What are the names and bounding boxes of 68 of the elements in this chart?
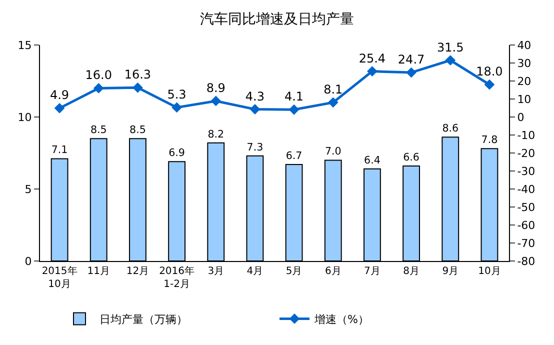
point [54, 102, 65, 114]
data-label: 6.6 [403, 151, 420, 164]
data-label: 16.0 [85, 68, 112, 82]
chart-title: 汽车同比增速及日均产量 [200, 12, 354, 28]
data-label: 8.1 [324, 82, 343, 96]
legend-label: 增速（%） [314, 312, 369, 326]
y-tick-label: 0 [24, 254, 32, 268]
point [406, 67, 416, 78]
data-label: 25.4 [358, 51, 386, 66]
x-tick-label: 10月 [478, 266, 501, 277]
data-label: 7.0 [324, 146, 342, 158]
data-label: 24.7 [398, 52, 425, 67]
y2-tick-label: -30 [517, 164, 536, 178]
point [445, 55, 456, 66]
x-tick-label: 2015年 10月 [42, 265, 78, 290]
x-tick-label: 11月 [87, 266, 110, 277]
x-tick-label: 3月 [208, 266, 224, 277]
data-label: 4.9 [50, 88, 70, 102]
data-label: 6.4 [364, 154, 380, 166]
point [210, 96, 222, 106]
x-tick-label: 4月 [246, 266, 264, 277]
y2-tick-label: 10 [517, 92, 532, 106]
y2-tick-label: 40 [517, 38, 532, 52]
y2-tick-label: -40 [517, 182, 536, 196]
x-tick-label: 12月 [126, 266, 150, 277]
y2-tick-label: 20 [517, 74, 532, 88]
data-label: 8.9 [206, 80, 226, 95]
legend-label: 日均产量（万辆） [100, 312, 188, 326]
point [132, 82, 143, 93]
point [288, 104, 300, 115]
point [367, 66, 378, 76]
y2-tick-label: -60 [517, 218, 536, 232]
point [328, 97, 338, 108]
data-label: 7.3 [246, 141, 264, 154]
x-tick-label: 7月 [364, 266, 380, 277]
data-label: 16.3 [124, 68, 152, 82]
data-label: 7.1 [51, 144, 68, 156]
data-label: 8.5 [130, 124, 146, 136]
y-tick-label: 15 [18, 38, 32, 52]
data-label: 7.8 [481, 134, 498, 146]
data-label: 8.2 [208, 128, 224, 140]
y-tick-label: 5 [24, 182, 32, 196]
data-label: 4.3 [245, 89, 265, 104]
x-tick-label: 6月 [324, 266, 342, 277]
point [484, 79, 495, 90]
y2-tick-label: -80 [517, 254, 536, 268]
data-label: 8.5 [90, 124, 107, 136]
data-label: 31.5 [437, 40, 464, 54]
data-label: 4.1 [284, 90, 304, 104]
data-label: 18.0 [476, 64, 503, 79]
y2-tick-label: 30 [517, 56, 532, 70]
data-label: 6.7 [286, 150, 302, 162]
data-label: 6.9 [168, 147, 185, 160]
data-label: 5.3 [167, 87, 186, 102]
y2-tick-label: -70 [517, 236, 536, 250]
x-tick-label: 2016年 1-2月 [159, 265, 195, 290]
x-tick-label: 5月 [286, 266, 302, 277]
x-tick-label: 9月 [442, 266, 459, 277]
point [93, 83, 104, 94]
y2-tick-label: 0 [517, 110, 524, 124]
point [172, 102, 182, 113]
y2-tick-label: -10 [517, 128, 536, 142]
y2-tick-label: -50 [517, 200, 536, 214]
y-tick-label: 10 [18, 110, 32, 124]
x-tick-label: 8月 [403, 266, 420, 277]
point [250, 104, 260, 114]
data-label: 8.6 [442, 122, 459, 135]
y2-tick-label: -20 [517, 146, 536, 160]
